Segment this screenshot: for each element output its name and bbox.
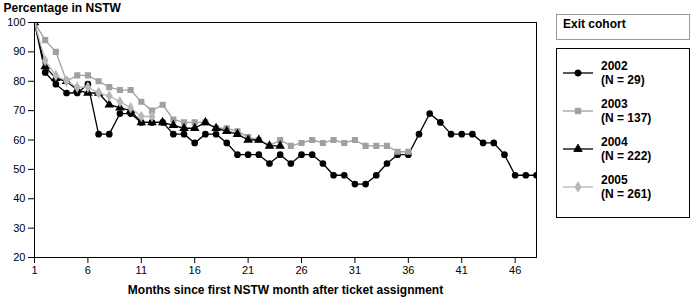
html-text:2004: 2004	[601, 135, 628, 149]
svg-text:Percentage in NSTW: Percentage in NSTW	[4, 1, 122, 15]
svg-text:46: 46	[509, 264, 521, 276]
html-text:2005: 2005	[601, 173, 628, 187]
html-text:(N = 222): (N = 222)	[601, 149, 652, 163]
svg-text:40: 40	[13, 192, 25, 204]
html-text:(N = 29): (N = 29)	[601, 73, 645, 87]
svg-text:30: 30	[13, 222, 25, 234]
svg-text:90: 90	[13, 45, 25, 57]
html-text:2003: 2003	[601, 97, 628, 111]
svg-text:11: 11	[136, 264, 147, 276]
svg-text:41: 41	[456, 264, 468, 276]
html-text:(N = 261): (N = 261)	[601, 187, 652, 201]
svg-text:100: 100	[7, 16, 25, 28]
html-text:2002: 2002	[601, 59, 628, 73]
svg-text:1: 1	[31, 264, 37, 276]
svg-text:50: 50	[13, 163, 25, 175]
svg-text:Months since first NSTW month: Months since first NSTW month after tick…	[128, 283, 443, 297]
svg-text:70: 70	[13, 104, 25, 116]
svg-text:21: 21	[242, 264, 254, 276]
svg-text:20: 20	[13, 251, 25, 263]
svg-text:31: 31	[349, 264, 361, 276]
svg-text:26: 26	[295, 264, 307, 276]
html-text:(N = 137): (N = 137)	[601, 111, 652, 125]
svg-text:60: 60	[13, 134, 25, 146]
html-text:Exit cohort: Exit cohort	[563, 17, 626, 31]
svg-text:36: 36	[402, 264, 414, 276]
svg-text:16: 16	[189, 264, 201, 276]
svg-text:6: 6	[85, 264, 91, 276]
svg-text:80: 80	[13, 75, 25, 87]
